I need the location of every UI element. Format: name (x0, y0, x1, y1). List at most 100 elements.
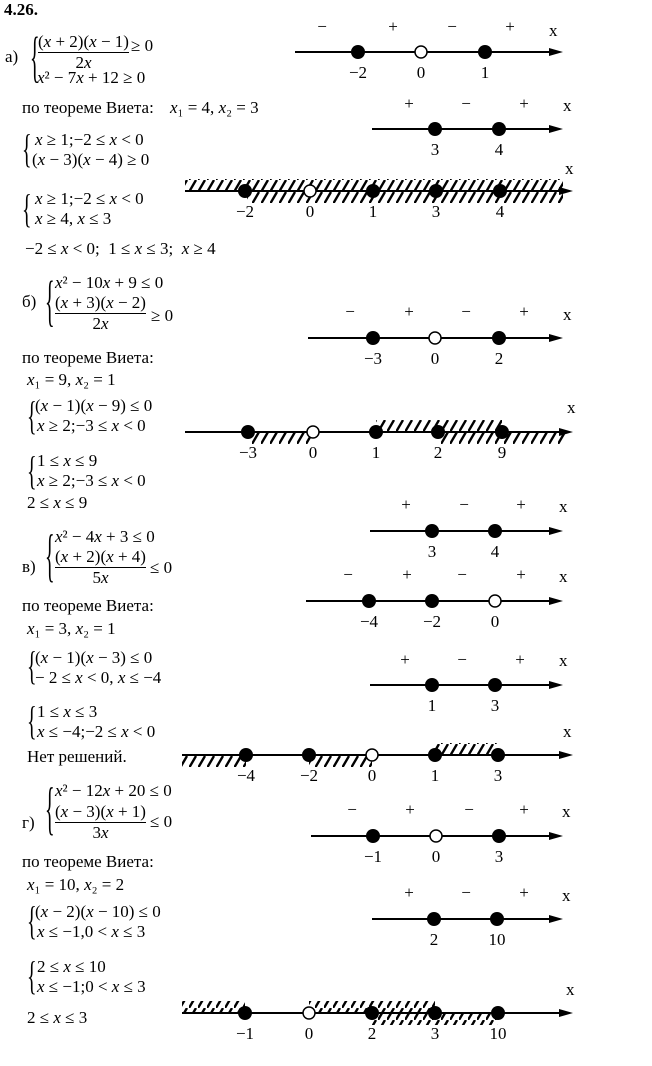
hatching-region (248, 432, 313, 444)
vieta-roots: x₁ = 4, x₂ = 3 (170, 98, 259, 117)
filled-point (238, 1006, 252, 1020)
filled-point (428, 1006, 442, 1020)
system-line: 2 ≤ x ≤ 10 (37, 957, 106, 976)
hatching-region (182, 1001, 245, 1013)
fraction-denominator: 3x (55, 822, 146, 843)
system-line: 1 ≤ x ≤ 9 (37, 451, 98, 470)
interval-sign: + (519, 800, 529, 819)
filled-point (495, 425, 509, 439)
point-label: 4 (495, 140, 504, 159)
point-label: 10 (490, 1024, 507, 1043)
filled-point (366, 829, 380, 843)
system-line: x ≥ 1;−2 ≤ x < 0 (35, 130, 144, 149)
point-label: 0 (432, 847, 441, 866)
interval-sign: + (405, 800, 415, 819)
filled-point (492, 331, 506, 345)
point-label: 3 (494, 766, 503, 785)
fraction: (x − 3)(x + 1) 3x (55, 802, 146, 843)
arrow-icon (549, 915, 563, 923)
interval-sign: + (401, 495, 411, 514)
interval-sign: + (388, 17, 398, 36)
filled-point (488, 678, 502, 692)
part-b-label: б) (22, 292, 37, 311)
system-brace: { (27, 645, 37, 689)
filled-point (241, 425, 255, 439)
filled-point (488, 524, 502, 538)
filled-point (490, 912, 504, 926)
system-brace: { (30, 28, 40, 90)
filled-point (365, 1006, 379, 1020)
arrow-icon (549, 334, 563, 342)
interval-sign: + (404, 883, 414, 902)
system-line: x ≤ −1,0 < x ≤ 3 (37, 922, 146, 941)
arrow-icon (549, 681, 563, 689)
open-point (365, 748, 379, 762)
system-brace: { (45, 272, 55, 334)
interval-sign: + (404, 302, 414, 321)
vieta-label: по теореме Виета: (22, 852, 154, 871)
point-label: 3 (491, 696, 500, 715)
point-label: 3 (428, 542, 437, 561)
filled-point (428, 122, 442, 136)
arrow-icon (549, 832, 563, 840)
filled-point (239, 748, 253, 762)
filled-point (478, 45, 492, 59)
point-label: 1 (481, 63, 490, 82)
interval-sign: − (461, 883, 471, 902)
system-line: − 2 ≤ x < 0, x ≤ −4 (35, 668, 162, 687)
fraction-denominator: 5x (55, 567, 146, 588)
arrow-icon (559, 751, 573, 759)
interval-sign: − (464, 800, 474, 819)
filled-point (425, 524, 439, 538)
point-label: 1 (428, 696, 437, 715)
point-label: −3 (239, 443, 257, 462)
filled-point (491, 1006, 505, 1020)
open-point (414, 45, 428, 59)
system-line: x² − 7x + 12 ≥ 0 (37, 68, 146, 87)
interval-sign: − (317, 17, 327, 36)
interval-sign: + (519, 883, 529, 902)
answer: 2 ≤ x ≤ 3 (27, 1008, 88, 1027)
fraction-relation: ≤ 0 (150, 812, 173, 831)
interval-sign: + (402, 565, 412, 584)
system-line: (x − 1)(x − 9) ≤ 0 (35, 396, 153, 415)
filled-point (366, 184, 380, 198)
point-label: 2 (368, 1024, 377, 1043)
filled-point (238, 184, 252, 198)
filled-point (493, 184, 507, 198)
axis-label: x (559, 497, 568, 516)
point-label: 9 (498, 443, 507, 462)
filled-point (369, 425, 383, 439)
open-point (429, 829, 443, 843)
point-label: 1 (431, 766, 440, 785)
point-label: −2 (349, 63, 367, 82)
interval-sign: + (516, 495, 526, 514)
system-line: x ≥ 1;−2 ≤ x < 0 (35, 189, 144, 208)
arrow-icon (549, 125, 563, 133)
filled-point (491, 748, 505, 762)
point-label: 1 (369, 202, 378, 221)
filled-point (492, 829, 506, 843)
point-label: 0 (305, 1024, 314, 1043)
fraction-numerator: (x + 3)(x − 2) (55, 293, 146, 312)
system-line: x² − 4x + 3 ≤ 0 (55, 527, 155, 546)
system-line: x ≥ 4, x ≤ 3 (35, 209, 112, 228)
point-label: 0 (368, 766, 377, 785)
filled-point (431, 425, 445, 439)
part-g-label: г) (22, 813, 35, 832)
filled-point (366, 331, 380, 345)
filled-point (302, 748, 316, 762)
point-label: 0 (306, 202, 315, 221)
answer: Нет решений. (27, 747, 127, 766)
filled-point (492, 122, 506, 136)
axis-label: x (562, 802, 571, 821)
filled-point (429, 184, 443, 198)
fraction-denominator: 2x (55, 313, 146, 334)
interval-sign: + (519, 302, 529, 321)
open-point (488, 594, 502, 608)
open-point (428, 331, 442, 345)
point-label: −4 (237, 766, 256, 785)
point-label: 4 (491, 542, 500, 561)
axis-label: x (562, 886, 571, 905)
axis-label: x (565, 159, 574, 178)
